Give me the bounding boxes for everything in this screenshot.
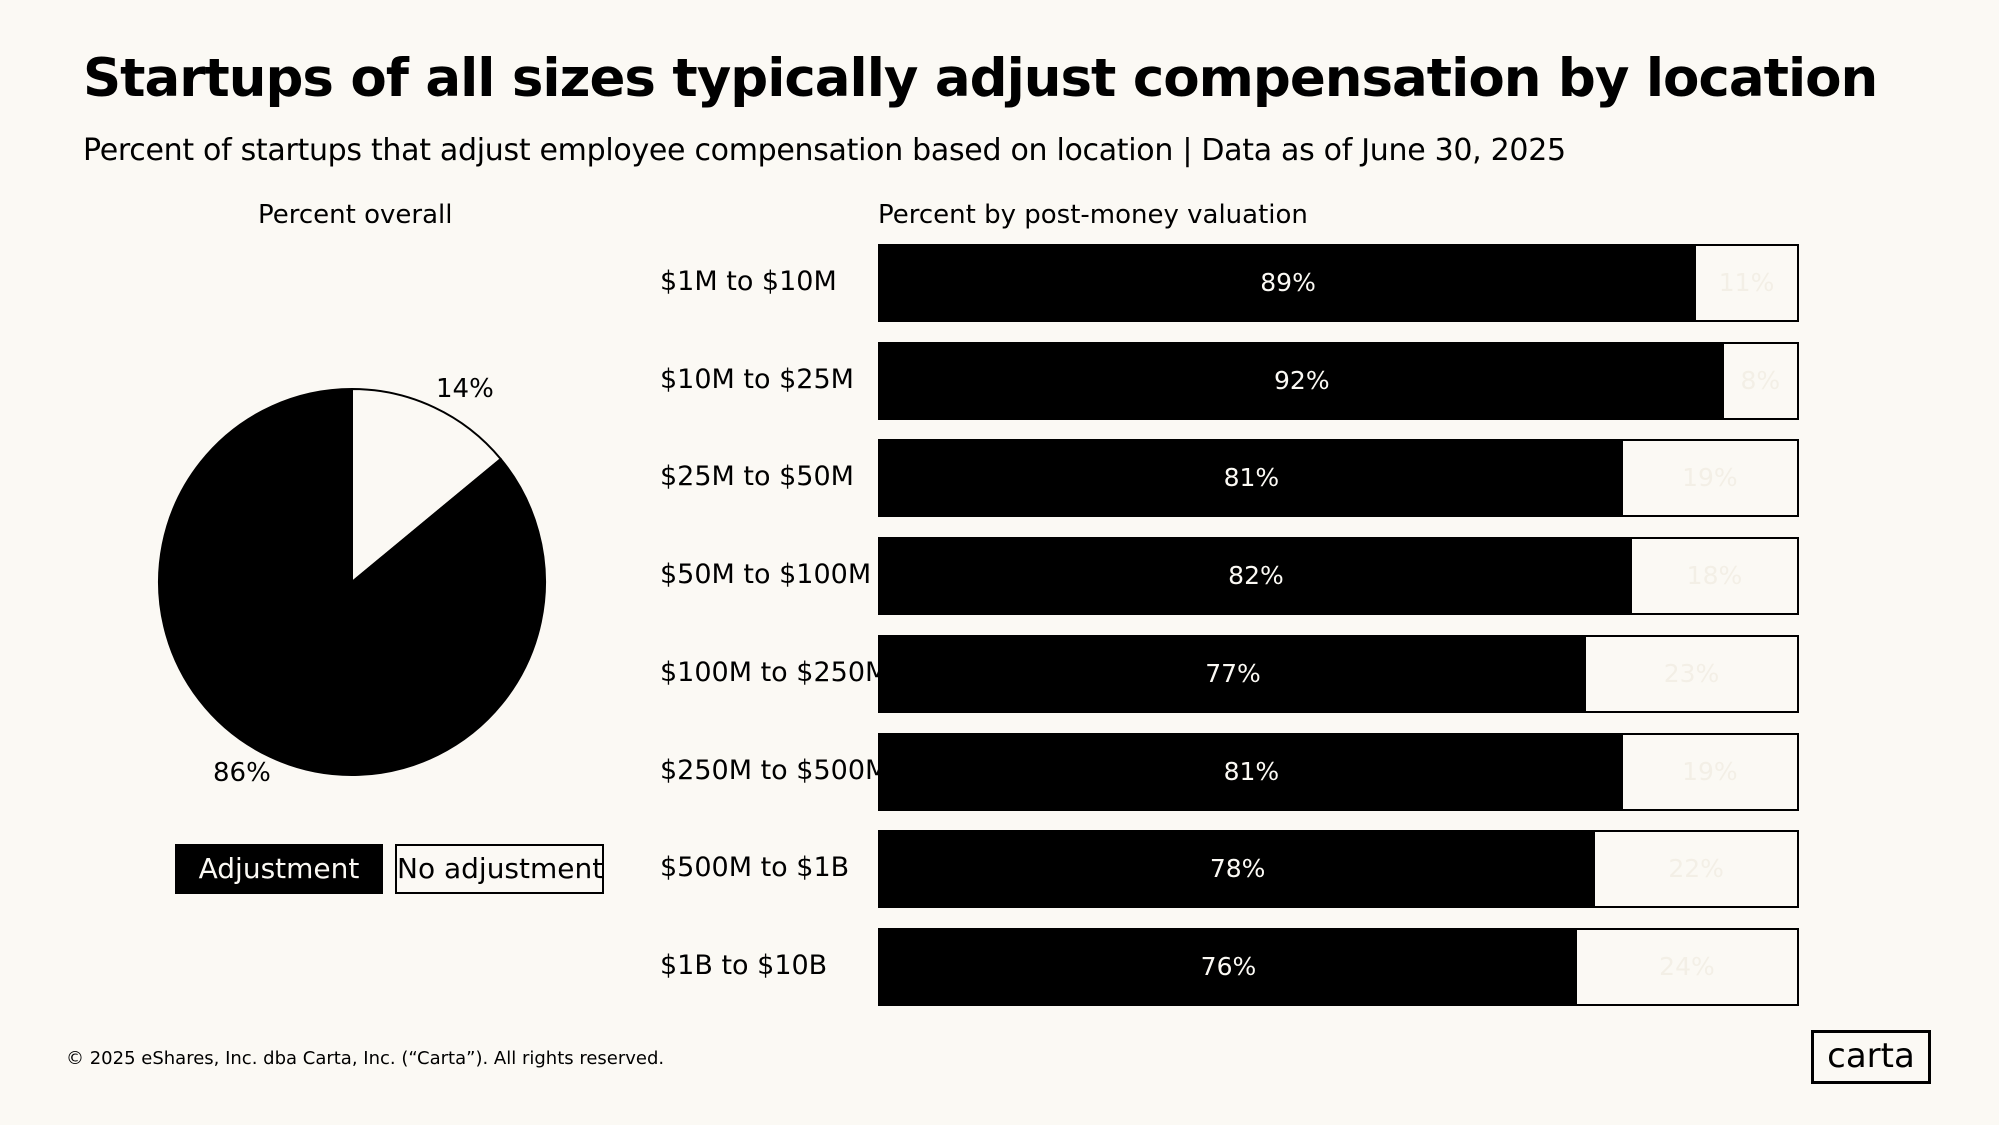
bar-value-label-adjustment: 89% — [1260, 268, 1316, 297]
legend-item-no-adjustment: No adjustment — [395, 844, 604, 894]
bar-segment-adjustment — [880, 539, 1632, 614]
category-label: $100M to $250M — [660, 656, 889, 688]
bar-segment-adjustment — [880, 636, 1587, 711]
bar-value-label-adjustment: 76% — [1200, 951, 1257, 981]
bar-row: 76% 24% — [878, 927, 1799, 1006]
bar-segment-adjustment — [880, 441, 1623, 516]
bar-value-label-adjustment: 82% — [1228, 561, 1284, 591]
bar-value-label-no-adjustment: 23% — [1663, 658, 1720, 688]
bar-row: 78% 22% — [878, 830, 1799, 909]
category-label: $25M to $50M — [660, 461, 854, 493]
bar-value-label-no-adjustment: 11% — [1718, 268, 1775, 297]
bar-value-label-no-adjustment: 19% — [1682, 463, 1738, 493]
pie-slice-label-no-adjustment: 14% — [436, 374, 494, 404]
bar-segment-adjustment — [880, 929, 1577, 1004]
category-label: $500M to $1B — [660, 852, 850, 884]
bar-value-label-no-adjustment: 19% — [1682, 756, 1738, 786]
bar-row: 92% 8% — [878, 341, 1799, 420]
bar-segment-adjustment — [880, 734, 1623, 809]
bar-value-label-adjustment: 92% — [1274, 365, 1330, 395]
bar-segment-adjustment — [880, 343, 1724, 418]
bar-row: 81% 19% — [878, 439, 1799, 518]
category-label: $50M to $100M — [660, 559, 872, 591]
bar-value-label-adjustment: 77% — [1205, 658, 1261, 688]
bar-value-label-adjustment: 81% — [1223, 463, 1280, 493]
pie-slice-no-adjustment — [351, 387, 503, 585]
bar-value-label-no-adjustment: 18% — [1686, 561, 1743, 591]
pie-slice-adjustment — [158, 387, 546, 776]
bar-value-label-no-adjustment: 22% — [1668, 854, 1724, 884]
bar-segment-adjustment — [880, 246, 1697, 320]
bar-segment-adjustment — [880, 832, 1596, 907]
bar-row: 82% 18% — [878, 537, 1799, 616]
pie-chart-title: Percent overall — [258, 200, 453, 230]
pie-chart — [158, 387, 546, 776]
bar-value-label-adjustment: 81% — [1223, 756, 1280, 786]
category-label: $250M to $500M — [660, 754, 889, 786]
bar-row: 77% 23% — [878, 634, 1799, 713]
category-label: $10M to $25M — [660, 363, 854, 395]
bar-value-label-adjustment: 78% — [1209, 854, 1266, 884]
category-label: $1B to $10B — [660, 949, 828, 981]
carta-logo: carta — [1811, 1030, 1931, 1084]
bar-value-label-no-adjustment: 8% — [1740, 365, 1781, 395]
bar-row: 89% 11% — [878, 244, 1799, 322]
bar-value-label-no-adjustment: 24% — [1659, 951, 1715, 981]
copyright-footer: © 2025 eShares, Inc. dba Carta, Inc. (“C… — [66, 1048, 665, 1069]
pie-slice-label-adjustment: 86% — [213, 758, 271, 788]
page-title: Startups of all sizes typically adjust c… — [83, 48, 1878, 109]
bar-chart-title: Percent by post-money valuation — [878, 200, 1308, 230]
bar-row: 81% 19% — [878, 732, 1799, 811]
category-label: $1M to $10M — [660, 266, 837, 297]
legend-item-adjustment: Adjustment — [175, 844, 383, 894]
page-subtitle: Percent of startups that adjust employee… — [83, 133, 1566, 168]
